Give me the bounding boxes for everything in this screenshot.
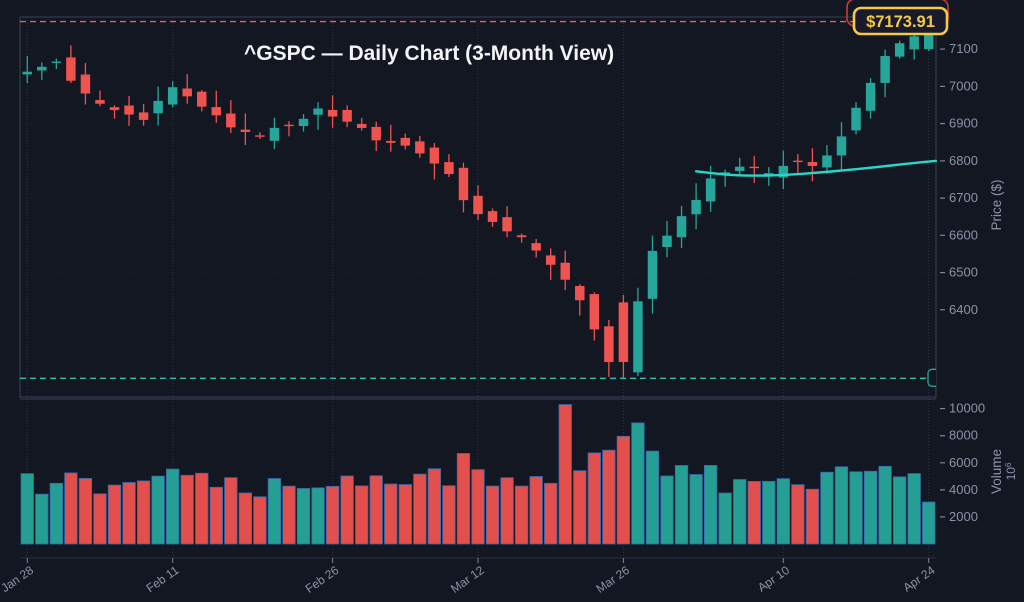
svg-text:6700: 6700 [949, 190, 978, 205]
svg-text:7100: 7100 [949, 41, 978, 56]
svg-text:10000: 10000 [949, 401, 985, 416]
svg-text:6400: 6400 [949, 302, 978, 317]
svg-text:6900: 6900 [949, 116, 978, 131]
svg-text:^GSPC — Daily Chart (3-Month V: ^GSPC — Daily Chart (3-Month View) [244, 42, 614, 65]
svg-text:$7173.91: $7173.91 [866, 13, 935, 31]
svg-text:2000: 2000 [949, 509, 978, 524]
svg-text:6800: 6800 [949, 153, 978, 168]
svg-text:8000: 8000 [949, 428, 978, 443]
svg-text:Price ($): Price ($) [989, 179, 1004, 230]
svg-text:6500: 6500 [949, 265, 978, 280]
svg-text:6000: 6000 [949, 455, 978, 470]
svg-text:6600: 6600 [949, 227, 978, 242]
svg-text:7000: 7000 [949, 78, 978, 93]
svg-text:4000: 4000 [949, 482, 978, 497]
svg-text:Volume: Volume [989, 449, 1004, 494]
